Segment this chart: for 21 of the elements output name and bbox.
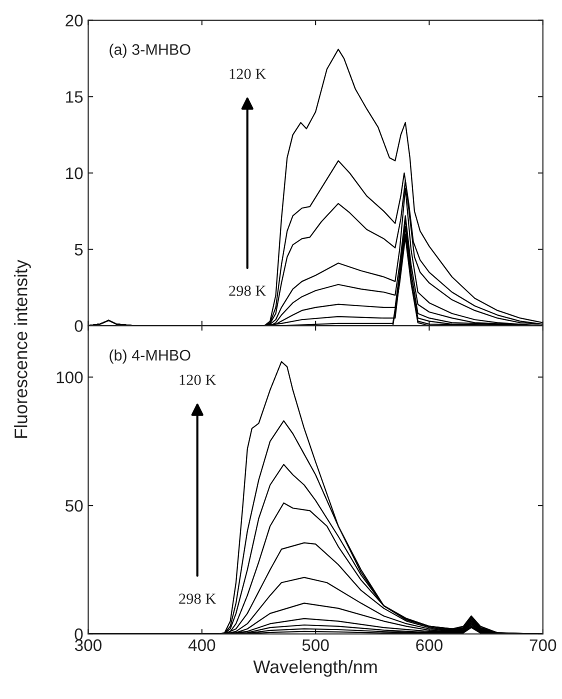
y-tick-label: 5 [74,244,83,256]
x-tick-label: 300 [74,639,102,652]
x-tick-label: 600 [416,639,442,652]
annotation: 120 K [180,374,216,386]
y-tick-label: 15 [66,91,83,103]
y-tick-label: 0 [74,320,83,332]
x-tick-label: 500 [302,639,329,652]
x-axis-title: Wavelength/nm [253,660,377,677]
y-tick-label: 50 [66,500,83,512]
y-tick-label: 0 [74,628,83,640]
annotation: (b) 4-MHBO [110,349,190,364]
y-tick-label: 100 [56,372,83,384]
x-tick-label: 400 [188,639,216,652]
annotation: 298 K [229,286,266,296]
y-tick-label: 10 [66,167,83,180]
y-tick-label: 20 [66,14,83,26]
annotation: 298 K [179,594,216,604]
y-axis-title: Fluorescence intensity [14,260,31,438]
x-tick-label: 700 [530,639,556,652]
annotation: (a) 3-MHBO [110,44,190,58]
annotation: 120 K [230,68,266,80]
